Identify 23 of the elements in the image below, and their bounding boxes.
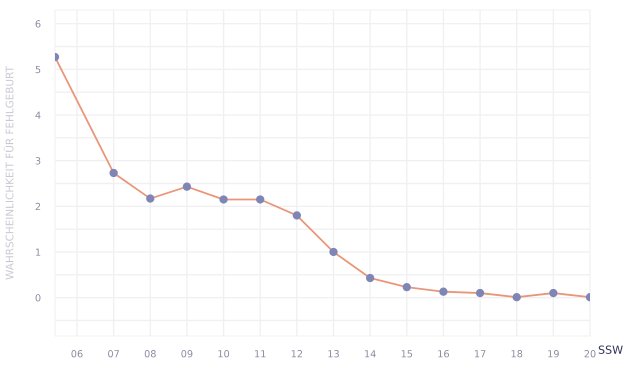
x-tick-label: 15 [402,350,412,358]
x-tick-label: 11 [255,350,266,358]
y-tick-label: 3 [36,157,40,165]
y-tick-label: 2 [36,202,40,210]
x-tick-label: 20 [584,350,596,358]
x-tick-label: 18 [512,350,522,358]
y-tick-label: 0 [36,294,40,302]
x-tick-label: 07 [108,350,119,358]
x-tick-label: 09 [181,350,192,358]
x-tick-label: 10 [218,350,230,358]
x-tick-label: 16 [438,350,449,358]
x-axis-title: SSW [598,345,623,354]
x-tick-label: 19 [548,350,559,358]
y-tick-label: 4 [35,112,41,119]
x-tick-label: 17 [474,350,486,358]
y-tick-label: 6 [36,20,40,28]
x-tick-label: 06 [71,350,83,358]
y-tick-label: 1 [36,248,40,256]
x-tick-label: 14 [365,350,376,358]
x-tick-label: 12 [292,350,302,358]
x-tick-label: 13 [328,350,339,358]
x-tick-label: 08 [144,350,156,358]
y-tick-label: 5 [36,66,40,74]
